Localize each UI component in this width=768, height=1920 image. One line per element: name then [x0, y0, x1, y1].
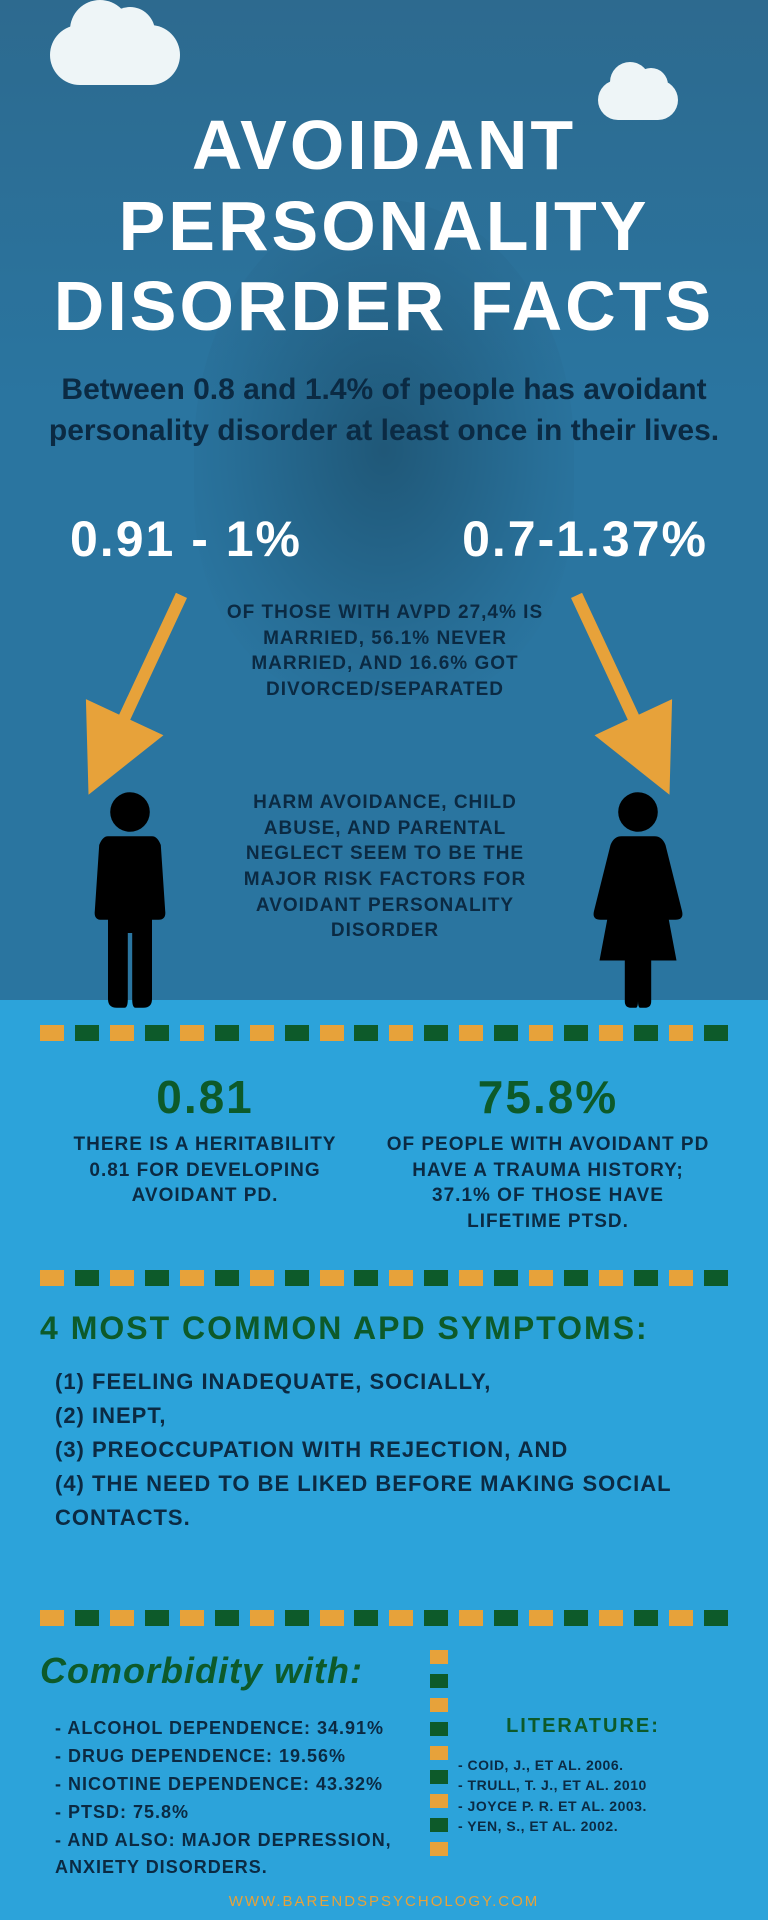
symptoms-title: 4 MOST COMMON APD SYMPTOMS:: [40, 1310, 649, 1347]
cloud-icon: [50, 25, 180, 85]
stat-description: OF PEOPLE WITH AVOIDANT PD HAVE A TRAUMA…: [383, 1132, 713, 1235]
literature-title: LITERATURE:: [458, 1715, 708, 1738]
footer-url: WWW.BARENDSPSYCHOLOGY.COM: [0, 1893, 768, 1910]
male-figure-icon: [65, 790, 195, 1010]
divider-dashes: [40, 1610, 728, 1626]
heritability-stat: 0.81 THERE IS A HERITABILITY 0.81 FOR DE…: [55, 1070, 355, 1209]
subtitle: Between 0.8 and 1.4% of people has avoid…: [40, 370, 728, 451]
female-figure-icon: [573, 790, 703, 1010]
literature-list: - COID, J., ET AL. 2006.- TRULL, T. J., …: [458, 1755, 728, 1836]
vertical-divider-dashes: [430, 1650, 448, 1856]
page-title: AVOIDANT PERSONALITY DISORDER FACTS: [0, 105, 768, 347]
female-percentage: 0.7-1.37%: [462, 510, 708, 568]
stat-number: 75.8%: [383, 1070, 713, 1124]
stat-description: THERE IS A HERITABILITY 0.81 FOR DEVELOP…: [55, 1132, 355, 1209]
stat-number: 0.81: [55, 1070, 355, 1124]
male-percentage: 0.91 - 1%: [70, 510, 302, 568]
divider-dashes: [40, 1025, 728, 1041]
divider-dashes: [40, 1270, 728, 1286]
comorbidity-title: Comorbidity with:: [40, 1650, 363, 1692]
symptoms-list: (1) FEELING INADEQUATE, SOCIALLY,(2) INE…: [55, 1365, 713, 1535]
trauma-stat: 75.8% OF PEOPLE WITH AVOIDANT PD HAVE A …: [383, 1070, 713, 1235]
marriage-stats-text: OF THOSE WITH AVPD 27,4% IS MARRIED, 56.…: [225, 600, 545, 703]
risk-factors-text: HARM AVOIDANCE, CHILD ABUSE, AND PARENTA…: [225, 790, 545, 944]
infographic-page: AVOIDANT PERSONALITY DISORDER FACTS Betw…: [0, 0, 768, 1920]
comorbidity-list: - ALCOHOL DEPENDENCE: 34.91%- DRUG DEPEN…: [55, 1715, 415, 1882]
